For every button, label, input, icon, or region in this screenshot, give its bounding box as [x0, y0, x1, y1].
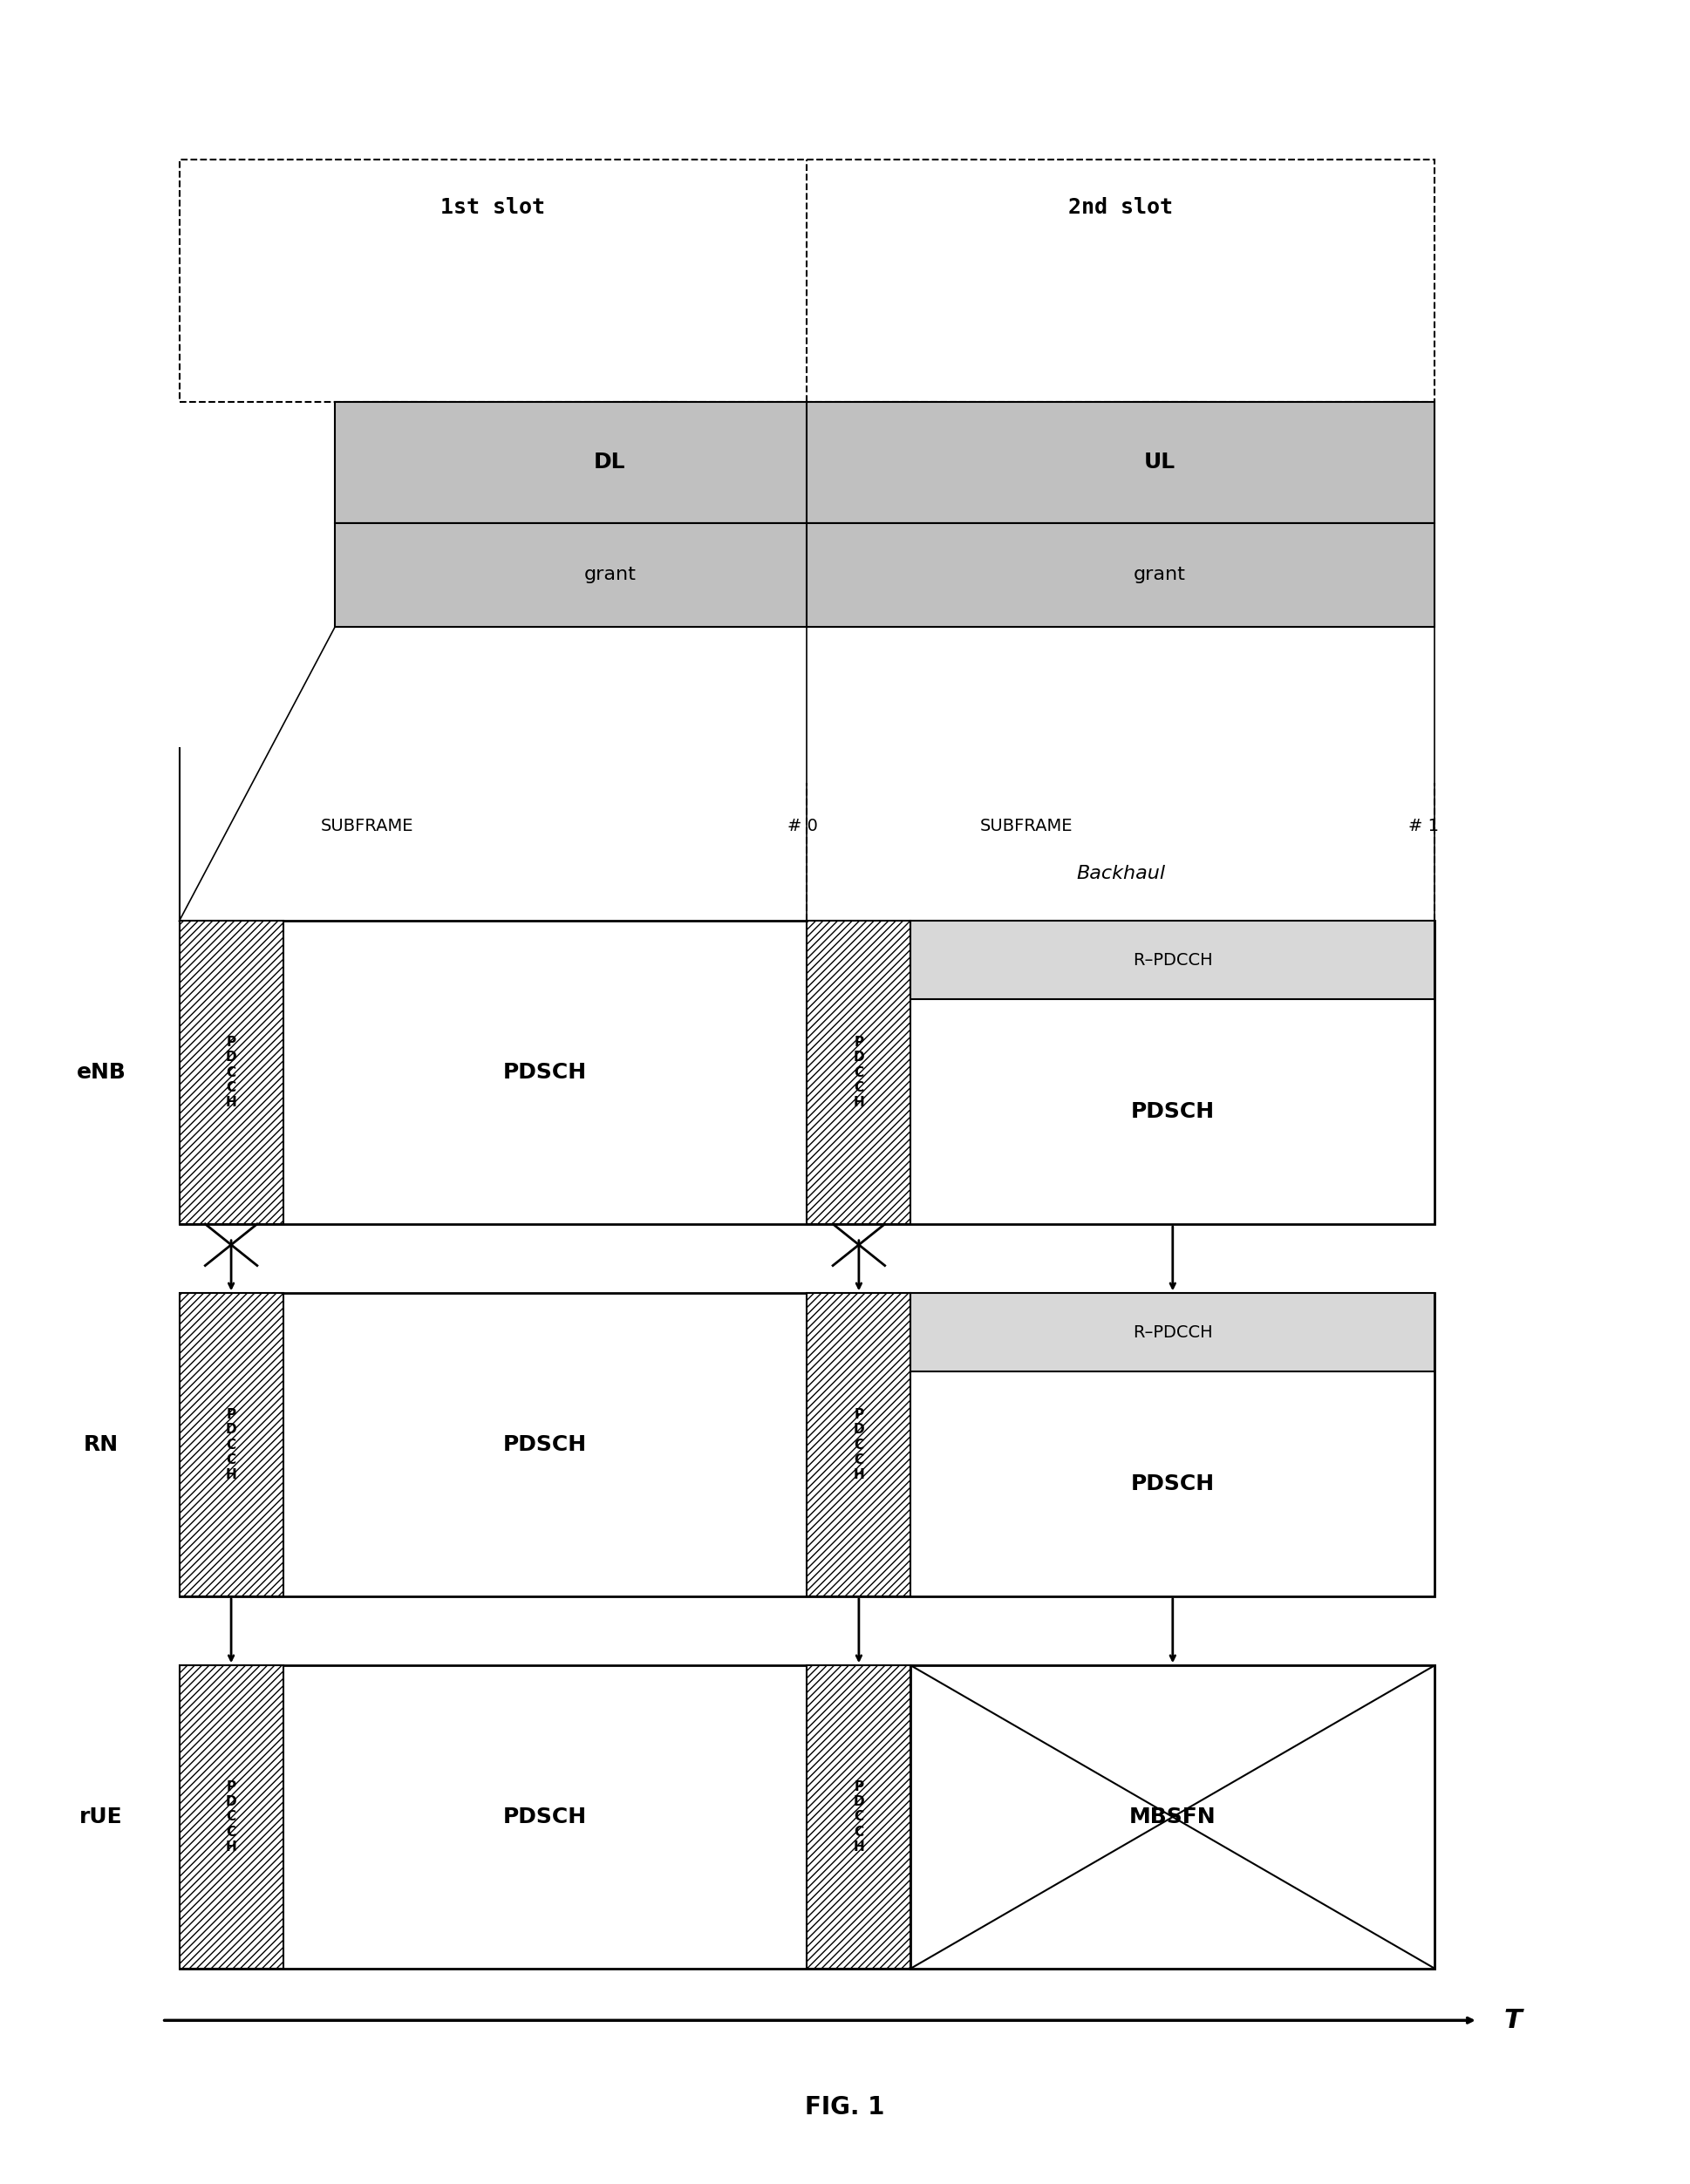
Text: PDSCH: PDSCH: [504, 1061, 586, 1083]
Text: # 1: # 1: [1408, 817, 1438, 834]
Text: PDSCH: PDSCH: [504, 1806, 586, 1828]
Bar: [179, 922, 284, 1223]
Text: P
D
C
C
H: P D C C H: [853, 1780, 864, 1854]
Text: SUBFRAME: SUBFRAME: [321, 817, 414, 834]
Text: 1st slot: 1st slot: [441, 197, 546, 218]
Text: T: T: [1504, 2007, 1523, 2033]
Text: P
D
C
C
H: P D C C H: [225, 1780, 237, 1854]
Text: grant: grant: [583, 566, 635, 583]
Text: grant: grant: [1134, 566, 1186, 583]
Bar: [911, 1293, 1435, 1372]
Text: rUE: rUE: [79, 1806, 123, 1828]
Text: UL: UL: [1144, 452, 1176, 472]
Text: R–PDCCH: R–PDCCH: [1132, 952, 1213, 968]
Bar: [179, 1666, 1435, 1968]
Bar: [179, 159, 1435, 402]
Bar: [179, 1666, 284, 1968]
Bar: [911, 922, 1435, 998]
Bar: [335, 522, 1435, 627]
Bar: [911, 1666, 1435, 1968]
Bar: [179, 1293, 284, 1597]
Text: 2nd slot: 2nd slot: [1068, 197, 1173, 218]
Text: Backhaul: Backhaul: [1077, 865, 1164, 882]
Text: P
D
C
C
H: P D C C H: [225, 1035, 237, 1109]
Text: P
D
C
C
H: P D C C H: [853, 1409, 864, 1481]
Bar: [806, 1293, 911, 1597]
Text: P
D
C
C
H: P D C C H: [853, 1035, 864, 1109]
Text: DL: DL: [593, 452, 625, 472]
Text: SUBFRAME: SUBFRAME: [980, 817, 1073, 834]
Text: MBSFN: MBSFN: [1129, 1806, 1217, 1828]
Text: P
D
C
C
H: P D C C H: [225, 1409, 237, 1481]
Text: eNB: eNB: [76, 1061, 127, 1083]
Bar: [806, 1666, 911, 1968]
Text: PDSCH: PDSCH: [1131, 1101, 1215, 1123]
Text: PDSCH: PDSCH: [504, 1435, 586, 1455]
Bar: [335, 402, 1435, 522]
Text: R–PDCCH: R–PDCCH: [1132, 1324, 1213, 1341]
Bar: [806, 922, 911, 1223]
Text: # 0: # 0: [788, 817, 818, 834]
Bar: [179, 1293, 1435, 1597]
Text: RN: RN: [85, 1435, 118, 1455]
Text: FIG. 1: FIG. 1: [804, 2094, 886, 2118]
Text: PDSCH: PDSCH: [1131, 1474, 1215, 1494]
Bar: [179, 922, 1435, 1223]
